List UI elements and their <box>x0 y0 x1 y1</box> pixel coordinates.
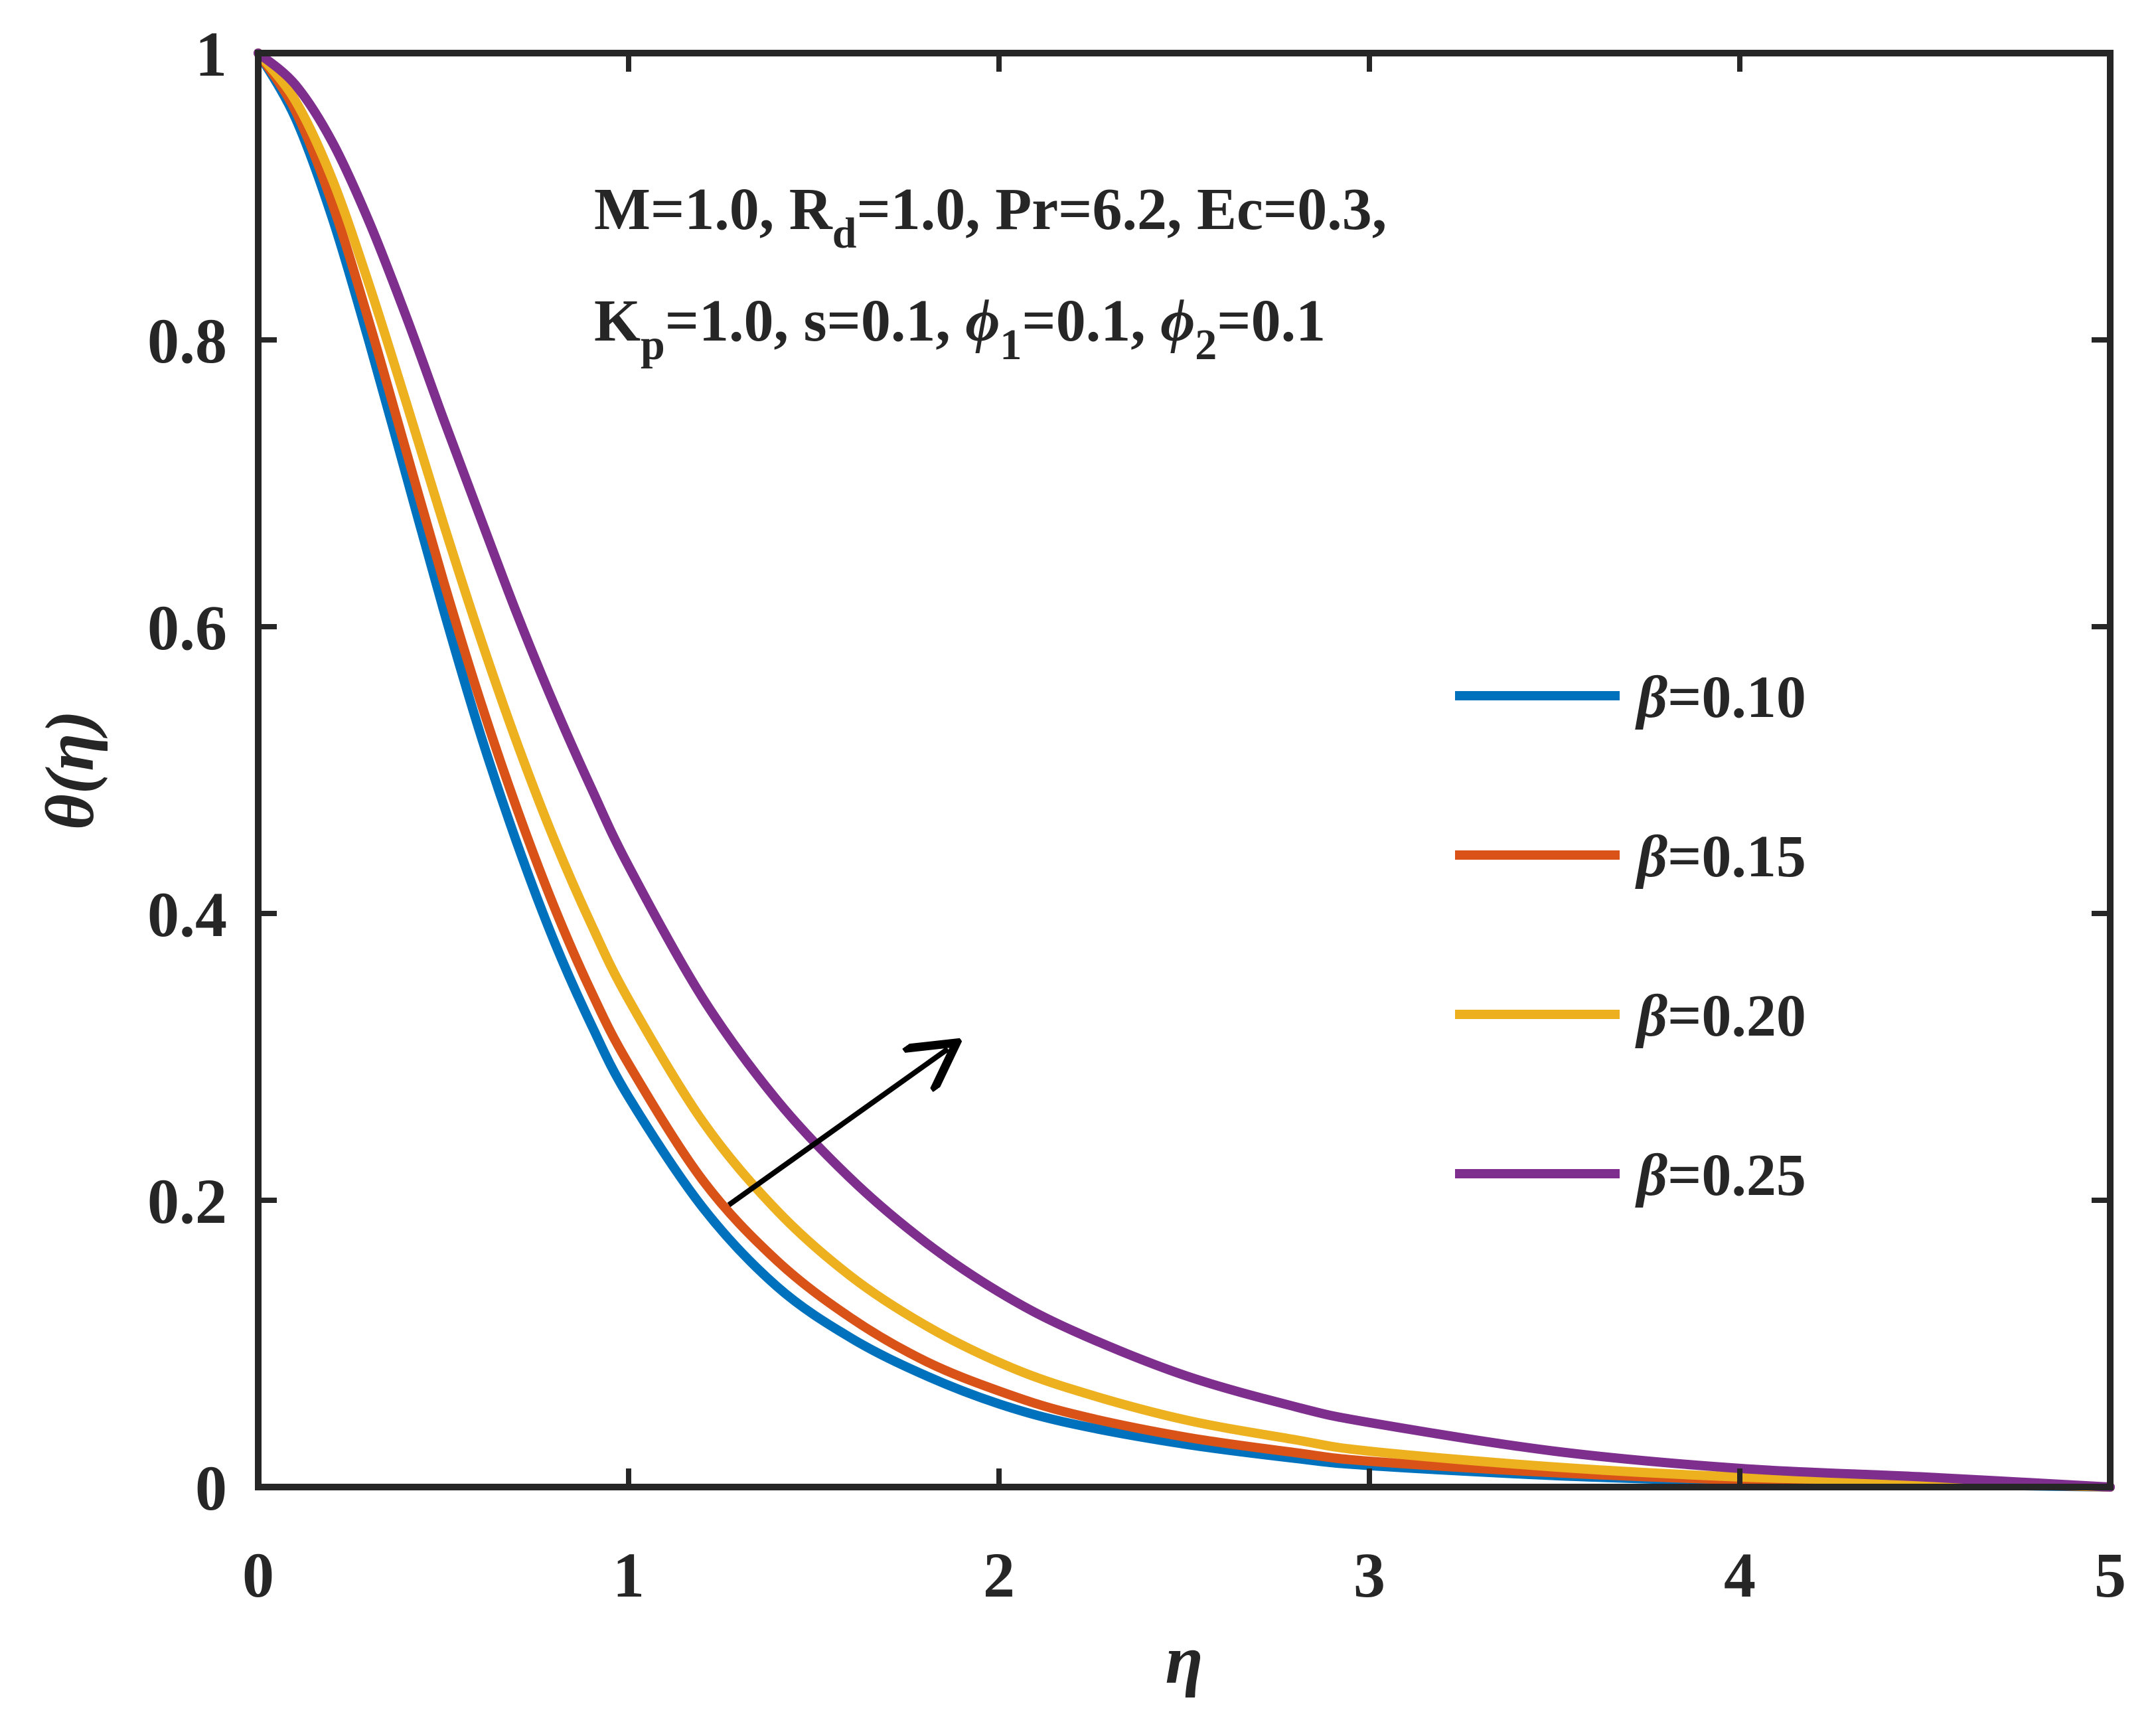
legend-label-0: β=0.10 <box>1635 665 1806 730</box>
x-tick-label: 4 <box>1724 1539 1756 1611</box>
axes-box <box>255 50 2114 1490</box>
y-tick-label: 0.8 <box>147 305 227 376</box>
ann-s: =1.0, s=0.1, <box>665 288 966 354</box>
y-tick-label: 0.6 <box>147 592 227 663</box>
legend: β=0.10 β=0.15 β=0.20 β=0.25 <box>1455 665 1806 1208</box>
series-line-1 <box>254 48 2115 1492</box>
parameter-annotation-line2: Kp=1.0, s=0.1, ϕ1=0.1, ϕ2=0.1 <box>594 288 1326 369</box>
ann-phi1-sub: 1 <box>1000 321 1022 369</box>
ann-rest1: =1.0, Pr=6.2, Ec=0.3, <box>856 177 1387 242</box>
ann-k: K <box>594 288 641 354</box>
series-line-2 <box>254 48 2115 1492</box>
parameter-annotation-line1: M=1.0, Rd=1.0, Pr=6.2, Ec=0.3, <box>594 177 1387 258</box>
ann-d-sub: d <box>832 209 857 258</box>
x-tick-label: 0 <box>242 1539 274 1611</box>
trend-arrow <box>727 1049 948 1208</box>
legend-label-3: β=0.25 <box>1635 1143 1806 1208</box>
x-tick-label: 3 <box>1353 1539 1385 1611</box>
series-line-0 <box>254 48 2115 1492</box>
y-tick-label: 0.2 <box>147 1166 227 1237</box>
ticks-group: 0 1 2 3 4 5 0 0.2 0.4 0.6 0.8 1 <box>147 19 2126 1611</box>
series-group <box>254 48 2115 1492</box>
legend-label-2: β=0.20 <box>1635 983 1806 1049</box>
ann-phi2: ϕ <box>1160 288 1195 354</box>
x-tick-label: 5 <box>2094 1539 2126 1611</box>
x-tick-label: 2 <box>983 1539 1015 1611</box>
x-axis-label: η <box>1165 1622 1203 1698</box>
x-tick-label: 1 <box>613 1539 645 1611</box>
y-tick-label: 1 <box>195 19 227 90</box>
ann-phi1-val: =0.1, <box>1022 288 1160 354</box>
ann-phi1: ϕ <box>965 288 1000 354</box>
ann-m-rd: M=1.0, R <box>594 177 833 242</box>
legend-label-1: β=0.15 <box>1635 824 1806 890</box>
y-tick-label: 0 <box>195 1453 227 1524</box>
series-line-3 <box>254 48 2115 1492</box>
ann-phi2-sub: 2 <box>1195 321 1217 369</box>
ann-p-sub: p <box>641 321 665 369</box>
y-axis-label: θ(η) <box>32 710 108 830</box>
ann-phi2-val: =0.1 <box>1217 288 1326 354</box>
y-tick-label: 0.4 <box>147 879 227 950</box>
